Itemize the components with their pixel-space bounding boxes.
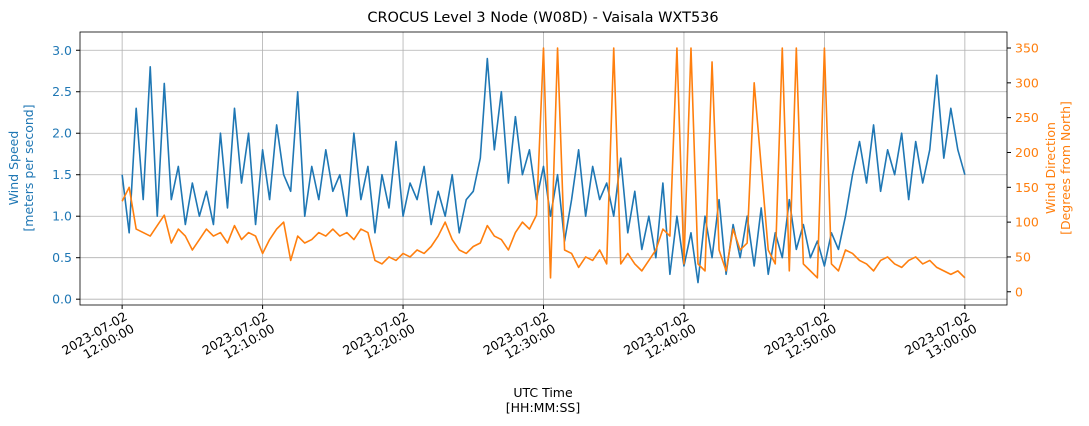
y-tick-label: 2.5 [52,84,72,99]
x-tick-label: 2023-07-0212:40:00 [621,309,698,370]
plot-frame [79,31,1008,306]
x-axis-label: UTC Time [HH:MM:SS] [506,385,580,415]
x-tick-label: 2023-07-0212:50:00 [761,309,838,370]
y-tick-label: 1.5 [52,167,72,182]
y-tick-label: 2.0 [52,126,72,141]
series-line [121,47,966,279]
y2-tick-label: 50 [1015,249,1031,264]
series-line [121,57,966,284]
y-axis-label: Wind Speed[meters per second] [6,104,36,231]
x-tick-label: 2023-07-0213:00:00 [902,309,979,370]
y2-tick-label: 200 [1015,145,1039,160]
chart-title: CROCUS Level 3 Node (W08D) - Vaisala WXT… [367,10,718,26]
y2-tick-label: 0 [1015,284,1023,299]
y-tick-label: 0.5 [52,250,72,265]
x-tick-label: 2023-07-0212:00:00 [59,309,136,370]
y2-tick-label: 350 [1015,41,1039,56]
y-tick-label: 1.0 [52,209,72,224]
y2-tick-label: 300 [1015,75,1039,90]
y2-tick-label: 100 [1015,215,1039,230]
x-tick-label: 2023-07-0212:10:00 [200,309,277,370]
y2-axis-label: Wind Direction[Degrees from North] [1043,101,1073,235]
y2-tick-label: 250 [1015,110,1039,125]
x-tick-label: 2023-07-0212:20:00 [340,309,417,370]
y-tick-label: 3.0 [52,43,72,58]
y-tick-label: 0.0 [52,292,72,307]
x-tick-label: 2023-07-0212:30:00 [481,309,558,370]
y2-tick-label: 150 [1015,180,1039,195]
